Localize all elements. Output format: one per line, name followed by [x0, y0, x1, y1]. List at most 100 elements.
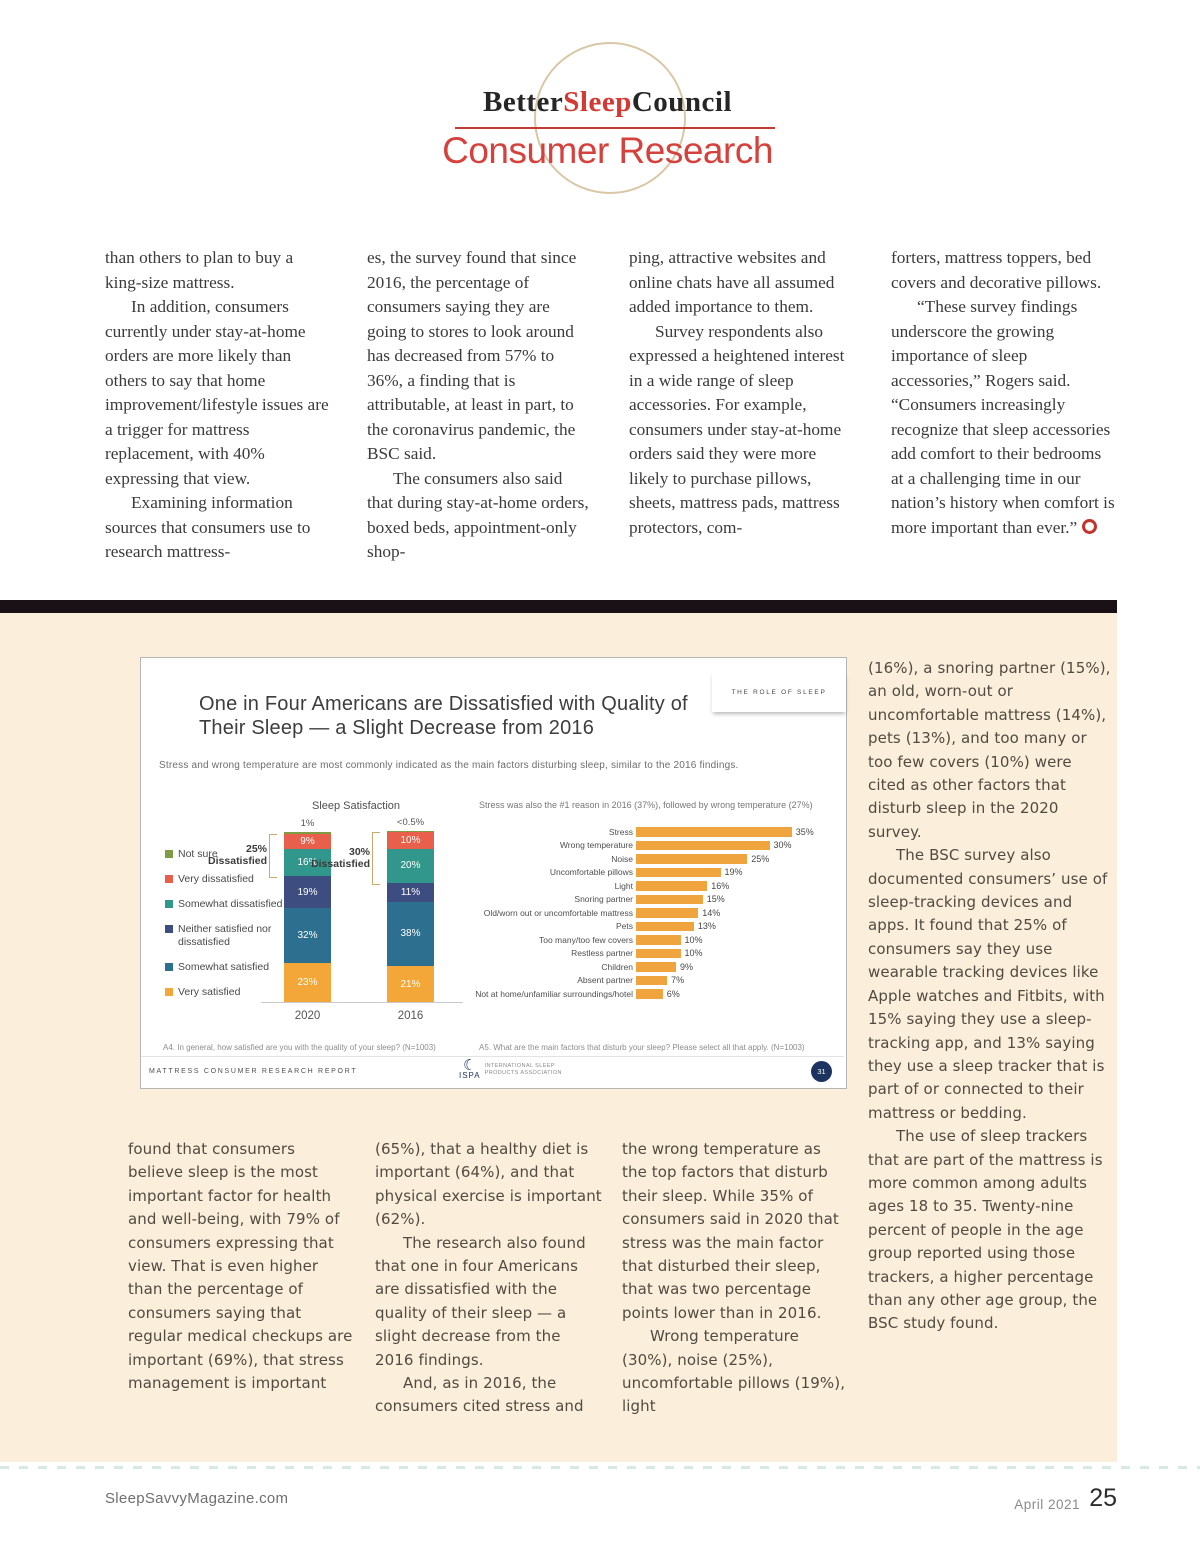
paragraph: The research also found that one in four…	[375, 1233, 586, 1369]
bar-label: Restless partner	[571, 948, 633, 959]
segment-label: 20%	[400, 860, 421, 872]
paragraph: (16%), a snoring partner (15%), an old, …	[868, 659, 1111, 841]
article-column: ping, attractive websites and online cha…	[629, 246, 854, 565]
paragraph: In addition, consumers currently under s…	[105, 297, 329, 488]
ispa-logo: ☾ ISPA INTERNATIONAL SLEEP PRODUCTS ASSO…	[459, 1057, 566, 1080]
bar-value: 19%	[724, 867, 743, 878]
segment-label: 16%	[297, 857, 318, 869]
bar-value: 7%	[671, 975, 685, 986]
paragraph: es, the survey found that since 2016, th…	[367, 248, 577, 463]
segment-label: 32%	[297, 930, 318, 942]
slide-subtitle: Stress and wrong temperature are most co…	[159, 760, 739, 771]
article-column: than others to plan to buy a king-size m…	[105, 246, 330, 565]
segment: 20%	[387, 848, 434, 883]
annotation-label: Dissatisfied	[208, 854, 267, 867]
paragraph: The BSC survey also documented consumers…	[868, 846, 1108, 1122]
article-column: (65%), that a healthy diet is important …	[375, 1138, 602, 1419]
bar	[636, 827, 792, 837]
slide-page-badge: 31	[811, 1061, 832, 1082]
segment	[387, 831, 434, 832]
bar	[636, 948, 681, 958]
segment-label: 19%	[297, 886, 318, 898]
bar-label: Uncomfortable pillows	[549, 867, 633, 878]
legend-label: Very satisfied	[178, 986, 241, 998]
bar	[636, 881, 708, 891]
paragraph: Examining information sources that consu…	[105, 493, 311, 561]
axis-label: 2020	[294, 1010, 321, 1022]
crescent-moon-icon: ☾	[463, 1057, 477, 1074]
segment: 16%	[284, 848, 331, 877]
legend-label: Not sure	[178, 848, 218, 860]
segment-label: 23%	[297, 976, 318, 988]
dissatisfied-annotation: 25% Dissatisfied	[193, 843, 267, 867]
segment: 21%	[387, 966, 434, 1002]
magazine-site: SleepSavvyMagazine.com	[105, 1490, 289, 1507]
footnote-a5: A5. What are the main factors that distu…	[479, 1043, 805, 1052]
paragraph: “These survey findings underscore the gr…	[891, 297, 1115, 537]
article-column: forters, mattress toppers, bed covers an…	[891, 246, 1116, 565]
bar-row: Snoring partner 15%	[461, 893, 843, 907]
hbar-caption: Stress was also the #1 reason in 2016 (3…	[479, 800, 813, 810]
bar-label: Light	[614, 880, 633, 891]
bar	[636, 867, 721, 877]
dissatisfied-annotation: 30% Dissatisfied	[296, 846, 370, 870]
legend-label: Somewhat satisfied	[178, 961, 270, 973]
legend-item: Very satisfied	[165, 986, 283, 999]
stacked-chart-title: Sleep Satisfaction	[311, 800, 401, 812]
bar	[636, 908, 699, 918]
bar-value: 30%	[773, 840, 792, 851]
segment-label: 38%	[400, 928, 421, 940]
legend-swatch	[165, 988, 173, 996]
paragraph: the wrong temperature as the top factors…	[622, 1140, 839, 1322]
segment: 10%	[387, 831, 434, 849]
bar-top-label: 1%	[300, 818, 315, 829]
legend-swatch	[165, 850, 173, 858]
axis-label: 2016	[397, 1010, 424, 1022]
annotation-label: Dissatisfied	[311, 857, 370, 870]
segment: 11%	[387, 882, 434, 902]
annotation-value: 30%	[348, 845, 370, 858]
top-columns: than others to plan to buy a king-size m…	[105, 246, 1117, 565]
x-axis-line	[261, 1002, 463, 1003]
segment: 32%	[284, 908, 331, 963]
brand-logo: BetterSleepCouncil	[0, 86, 1200, 119]
bar-label: Too many/too few covers	[538, 934, 633, 945]
article-column: the wrong temperature as the top factors…	[622, 1138, 849, 1419]
bar-row: Absent partner 7%	[461, 974, 843, 988]
brand-council: Council	[631, 86, 733, 118]
bar-row: Too many/too few covers 10%	[461, 933, 843, 947]
paragraph: The consumers also said that during stay…	[367, 468, 589, 562]
paragraph: Wrong temperature (30%), noise (25%), un…	[622, 1327, 846, 1416]
bar-row: Restless partner 10%	[461, 947, 843, 961]
bar-label: Children	[601, 961, 633, 972]
stacked-bar-2020: 9% 16% 19% 32% 23%	[284, 832, 331, 1002]
bar-label: Not at home/unfamiliar surroundings/hote…	[475, 988, 633, 999]
paragraph: (65%), that a healthy diet is important …	[375, 1140, 602, 1229]
ispa-abbr: ISPA	[459, 1071, 481, 1080]
ispa-name: INTERNATIONAL SLEEP PRODUCTS ASSOCIATION	[485, 1063, 562, 1077]
slide-title: One in Four Americans are Dissatisfied w…	[199, 692, 688, 740]
paragraph: Survey respondents also expressed a heig…	[629, 321, 845, 537]
segment-label: 11%	[400, 886, 421, 898]
bar	[636, 894, 703, 904]
hbar-rows: Stress 35% Wrong temperature 30% Noise 25% Unc…	[461, 825, 843, 1001]
segment: 38%	[387, 901, 434, 967]
segment-label: 10%	[400, 834, 421, 846]
legend-item: Somewhat satisfied	[165, 961, 283, 974]
bar-label: Pets	[615, 921, 633, 932]
legend: Not sure Very dissatisfied Somewhat dissat…	[165, 848, 283, 1011]
bar-label: Old/worn out or uncomfortable mattress	[483, 907, 633, 918]
segment: 9%	[284, 833, 331, 849]
bar-value: 6%	[666, 988, 680, 999]
ispa-mark: ☾ ISPA	[459, 1057, 481, 1080]
dissatisfied-bracket	[372, 832, 380, 885]
legend-label: Neither satisfied nor dissatisfied	[178, 923, 272, 948]
legend-swatch	[165, 925, 173, 933]
bar-row: Light 16%	[461, 879, 843, 893]
bar-label: Absent partner	[577, 975, 633, 986]
bar-value: 9%	[680, 961, 694, 972]
bar	[636, 840, 770, 850]
legend-item: Very dissatisfied	[165, 873, 283, 886]
bar-label: Wrong temperature	[559, 840, 633, 851]
